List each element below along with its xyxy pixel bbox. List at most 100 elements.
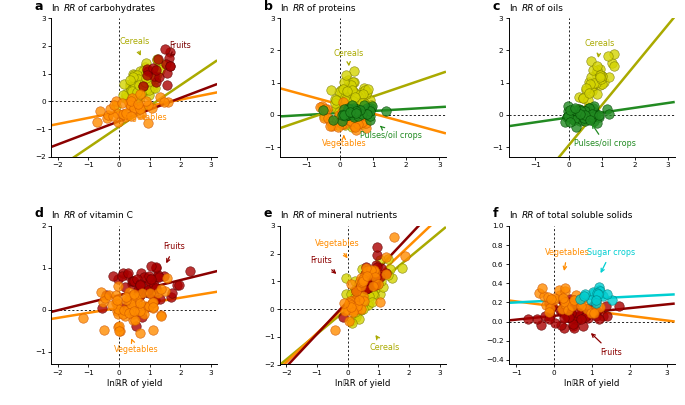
Text: Cereals: Cereals [119, 37, 149, 55]
Point [588, 80, 599, 86]
Point [111, 300, 122, 307]
Point [151, 55, 162, 62]
Text: Pulses/oil crops: Pulses/oil crops [360, 126, 422, 140]
Point [95, 108, 105, 114]
Point [369, 267, 380, 273]
Point [586, 111, 597, 117]
Point [364, 106, 375, 112]
Point [129, 105, 140, 112]
Point [597, 313, 608, 319]
Point [564, 307, 575, 314]
Point [358, 112, 369, 119]
Point [113, 282, 124, 289]
Point [112, 308, 123, 314]
Point [347, 108, 358, 115]
Point [562, 114, 573, 120]
Point [342, 112, 353, 119]
Point [141, 70, 152, 76]
Point [343, 111, 354, 118]
Point [144, 71, 155, 78]
Point [338, 98, 349, 105]
Point [163, 55, 174, 62]
Point [132, 89, 142, 96]
Point [142, 85, 153, 91]
Point [571, 316, 582, 323]
Point [326, 87, 337, 94]
Text: e: e [264, 207, 272, 220]
Point [353, 316, 364, 322]
Point [349, 79, 360, 85]
Point [128, 71, 139, 77]
Point [123, 289, 134, 295]
Point [160, 288, 171, 294]
Point [372, 244, 383, 250]
Point [349, 124, 360, 130]
Point [337, 98, 348, 105]
Point [358, 102, 369, 109]
Text: RR: RR [521, 211, 534, 220]
Point [359, 86, 370, 93]
Point [142, 83, 153, 90]
Point [147, 77, 158, 83]
Point [364, 273, 375, 280]
Point [344, 303, 355, 309]
Point [584, 105, 595, 111]
Point [582, 104, 593, 110]
Point [347, 300, 358, 307]
Point [588, 117, 599, 124]
Point [331, 97, 342, 104]
Point [359, 100, 370, 107]
Point [134, 85, 145, 92]
Point [338, 101, 349, 108]
Point [595, 288, 606, 294]
Point [355, 109, 366, 115]
Point [139, 79, 150, 85]
Point [568, 117, 579, 124]
Point [344, 299, 355, 306]
Point [174, 281, 185, 288]
Point [346, 108, 357, 114]
Point [358, 280, 369, 286]
Point [596, 81, 607, 87]
Point [338, 121, 349, 127]
Point [582, 107, 593, 114]
Point [562, 103, 573, 110]
Point [594, 72, 605, 79]
Point [103, 112, 114, 119]
Point [591, 119, 602, 126]
Point [142, 80, 153, 86]
Point [358, 293, 369, 299]
Point [78, 315, 89, 321]
Point [569, 113, 580, 119]
Point [577, 113, 588, 119]
Point [138, 77, 149, 84]
Point [103, 292, 114, 298]
Point [556, 322, 566, 328]
Point [360, 286, 371, 292]
Point [367, 291, 378, 298]
Text: of vitamin C: of vitamin C [75, 211, 134, 220]
Point [127, 280, 138, 287]
Point [581, 109, 592, 115]
Point [349, 109, 360, 116]
Point [537, 285, 548, 291]
Point [587, 114, 598, 120]
Point [352, 93, 363, 99]
Point [92, 119, 103, 125]
Point [366, 104, 377, 111]
Point [110, 299, 121, 306]
Point [352, 111, 363, 117]
Point [357, 276, 368, 283]
Point [585, 81, 596, 87]
Point [153, 273, 164, 280]
Point [586, 309, 597, 316]
Point [355, 278, 366, 284]
Point [581, 311, 592, 318]
Point [337, 111, 348, 117]
Point [126, 93, 137, 99]
Point [586, 87, 597, 94]
Point [360, 90, 371, 97]
Point [330, 117, 341, 123]
Point [547, 303, 558, 309]
Point [149, 75, 160, 81]
